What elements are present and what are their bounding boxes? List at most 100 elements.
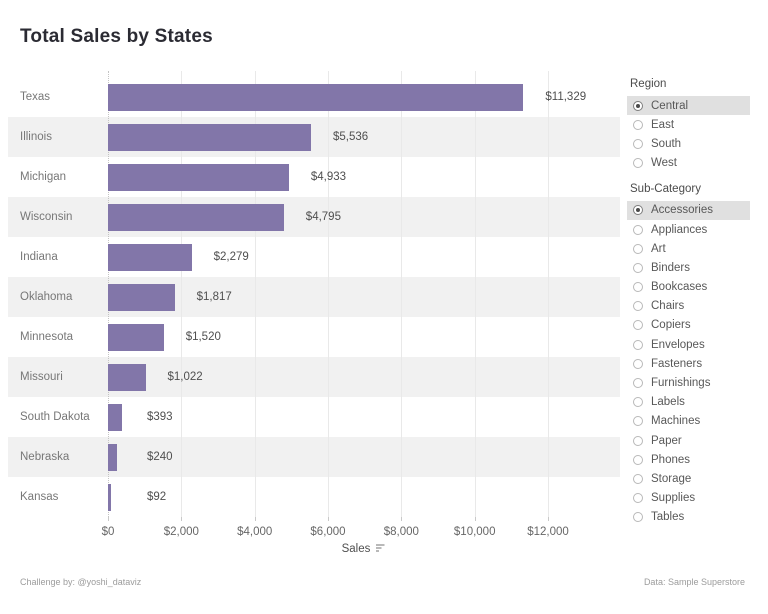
filter-option-binders[interactable]: Binders xyxy=(627,258,750,277)
radio-icon xyxy=(633,224,643,235)
bar-wisconsin[interactable] xyxy=(108,203,284,231)
bar-nebraska[interactable] xyxy=(108,443,117,471)
filter-option-label: Furnishings xyxy=(651,377,711,390)
filter-option-label: Labels xyxy=(651,396,685,409)
filter-option-west[interactable]: West xyxy=(627,154,750,173)
tick-mark xyxy=(328,517,329,521)
radio-icon xyxy=(633,320,643,331)
value-label: $5,536 xyxy=(333,131,369,143)
filter-option-south[interactable]: South xyxy=(627,134,750,153)
filter-option-label: Envelopes xyxy=(651,338,705,351)
radio-icon xyxy=(633,262,643,273)
filter-option-fasteners[interactable]: Fasteners xyxy=(627,354,750,373)
radio-selected-icon xyxy=(633,205,643,216)
category-label: Illinois xyxy=(20,131,52,143)
bar-missouri[interactable] xyxy=(108,363,146,391)
filter-option-machines[interactable]: Machines xyxy=(627,412,750,431)
filter-option-tables[interactable]: Tables xyxy=(627,508,750,527)
filter-option-art[interactable]: Art xyxy=(627,239,750,258)
filter-option-labels[interactable]: Labels xyxy=(627,393,750,412)
value-label: $11,329 xyxy=(545,91,587,103)
filter-option-paper[interactable]: Paper xyxy=(627,431,750,450)
chart-row: Wisconsin $4,795 xyxy=(0,197,620,237)
bar-illinois[interactable] xyxy=(108,123,311,151)
filter-option-envelopes[interactable]: Envelopes xyxy=(627,335,750,354)
tick-mark xyxy=(548,517,549,521)
value-label: $2,279 xyxy=(213,251,249,263)
category-label: Nebraska xyxy=(20,451,70,463)
filter-option-label: Supplies xyxy=(651,492,696,505)
filter-option-central[interactable]: Central xyxy=(627,96,750,116)
radio-icon xyxy=(633,416,643,427)
radio-icon xyxy=(633,243,643,254)
filter-panel: Region Central East South West Sub-Category Ac… xyxy=(627,78,750,527)
bar-minnesota[interactable] xyxy=(108,323,164,351)
region-filter-list: Central East South West xyxy=(627,96,750,173)
value-label: $1,520 xyxy=(185,331,221,343)
radio-icon xyxy=(633,158,643,169)
tick-label: $4,000 xyxy=(237,526,273,538)
filter-option-label: Tables xyxy=(651,511,685,524)
filter-option-label: Binders xyxy=(651,261,690,274)
filter-option-bookcases[interactable]: Bookcases xyxy=(627,278,750,297)
chart-row: Illinois $5,536 xyxy=(0,117,620,157)
filter-option-label: Accessories xyxy=(651,204,713,217)
tick-label: $12,000 xyxy=(527,526,569,538)
radio-icon xyxy=(633,493,643,504)
value-label: $92 xyxy=(147,491,167,503)
filter-option-phones[interactable]: Phones xyxy=(627,450,750,469)
value-label: $240 xyxy=(147,451,173,463)
bar-oklahoma[interactable] xyxy=(108,283,175,311)
radio-icon xyxy=(633,454,643,465)
region-filter: Region Central East South West xyxy=(627,78,750,173)
filter-option-furnishings[interactable]: Furnishings xyxy=(627,373,750,392)
tick-label: $8,000 xyxy=(383,526,419,538)
filter-option-chairs[interactable]: Chairs xyxy=(627,297,750,316)
x-axis-title: Sales xyxy=(108,543,620,555)
radio-icon xyxy=(633,435,643,446)
filter-option-label: Storage xyxy=(651,472,692,485)
filter-option-label: Copiers xyxy=(651,319,691,332)
filter-option-supplies[interactable]: Supplies xyxy=(627,489,750,508)
chart-rows: Texas $11,329 Illinois $5,536 Michigan $4,933… xyxy=(0,77,620,517)
value-label: $1,022 xyxy=(167,371,203,383)
filter-option-east[interactable]: East xyxy=(627,115,750,134)
filter-option-label: West xyxy=(651,157,677,170)
x-axis-tick-marks xyxy=(0,517,620,522)
sort-descending-icon[interactable] xyxy=(375,543,386,553)
radio-icon xyxy=(633,512,643,523)
filter-option-label: Central xyxy=(651,99,689,112)
bar-indiana[interactable] xyxy=(108,243,192,271)
footer: Challenge by: @yoshi_dataviz Data: Sampl… xyxy=(20,577,745,587)
sub-category-filter-title: Sub-Category xyxy=(630,182,701,195)
tick-mark xyxy=(474,517,476,521)
filter-option-storage[interactable]: Storage xyxy=(627,469,750,488)
value-label: $1,817 xyxy=(196,291,232,303)
filter-option-label: Chairs xyxy=(651,300,685,313)
category-label: Michigan xyxy=(20,171,67,183)
filter-option-appliances[interactable]: Appliances xyxy=(627,220,750,239)
chart-row: Indiana $2,279 xyxy=(0,237,620,277)
category-label: Wisconsin xyxy=(20,211,73,223)
radio-icon xyxy=(633,339,643,350)
filter-option-copiers[interactable]: Copiers xyxy=(627,316,750,335)
category-label: Oklahoma xyxy=(20,291,73,303)
radio-selected-icon xyxy=(633,100,643,111)
bar-kansas[interactable] xyxy=(108,483,112,511)
filter-option-label: Bookcases xyxy=(651,281,708,294)
filter-option-accessories[interactable]: Accessories xyxy=(627,200,750,220)
bar-michigan[interactable] xyxy=(108,163,289,191)
radio-icon xyxy=(633,138,643,149)
radio-icon xyxy=(633,473,643,484)
region-filter-title: Region xyxy=(630,78,667,90)
tick-label: $0 xyxy=(101,526,115,538)
radio-icon xyxy=(633,397,643,408)
bar-chart: Texas $11,329 Illinois $5,536 Michigan $4,933… xyxy=(0,71,620,567)
chart-row: South Dakota $393 xyxy=(0,397,620,437)
category-label: Missouri xyxy=(20,371,63,383)
filter-option-label: Fasteners xyxy=(651,357,703,370)
filter-option-label: East xyxy=(651,118,675,131)
bar-texas[interactable] xyxy=(108,83,524,111)
bar-south-dakota[interactable] xyxy=(108,403,123,431)
